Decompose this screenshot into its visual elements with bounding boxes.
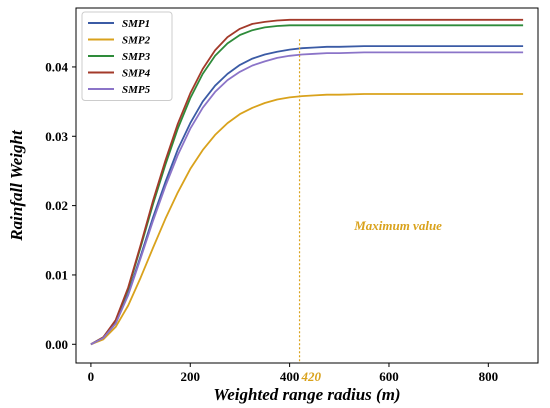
- series-line-smp4: [90, 18, 524, 346]
- series-line-smp5: [90, 51, 524, 346]
- plot-border: [75, 7, 539, 364]
- y-tick-label: 0.00: [45, 337, 68, 352]
- x-tick-label: 800: [479, 369, 499, 384]
- y-tick-label: 0.03: [45, 129, 68, 144]
- legend-label-smp5: SMP5: [122, 84, 151, 96]
- x-axis-title: Weighted range radius (m): [213, 385, 400, 404]
- legend: SMP1 SMP2 SMP3 SMP4 SMP5: [81, 11, 173, 101]
- legend-label-smp4: SMP4: [122, 68, 151, 80]
- max-value-tick-label: 420: [301, 369, 322, 384]
- axes-layer: 0 200 400 600 800 0.00 0.01 0.02 0.03 0.04: [45, 59, 498, 384]
- y-tick-label: 0.04: [45, 59, 68, 74]
- legend-box: [81, 11, 173, 101]
- x-tick-label: 0: [88, 369, 95, 384]
- y-tick-label: 0.01: [45, 267, 68, 282]
- series-line-smp2: [90, 93, 524, 346]
- max-value-annotation: Maximum value: [353, 218, 442, 233]
- plot-frame: [75, 7, 539, 364]
- x-tick-label: 200: [181, 369, 201, 384]
- legend-label-smp1: SMP1: [122, 18, 150, 30]
- annotation-layer: 420 Maximum value: [298, 39, 442, 384]
- legend-label-smp2: SMP2: [122, 35, 151, 47]
- x-tick-label: 400: [280, 369, 300, 384]
- x-tick-label: 600: [379, 369, 399, 384]
- series-layer: [90, 18, 524, 346]
- legend-label-smp3: SMP3: [122, 51, 151, 63]
- y-tick-label: 0.02: [45, 198, 68, 213]
- y-axis-title: Rainfall Weight: [7, 129, 26, 242]
